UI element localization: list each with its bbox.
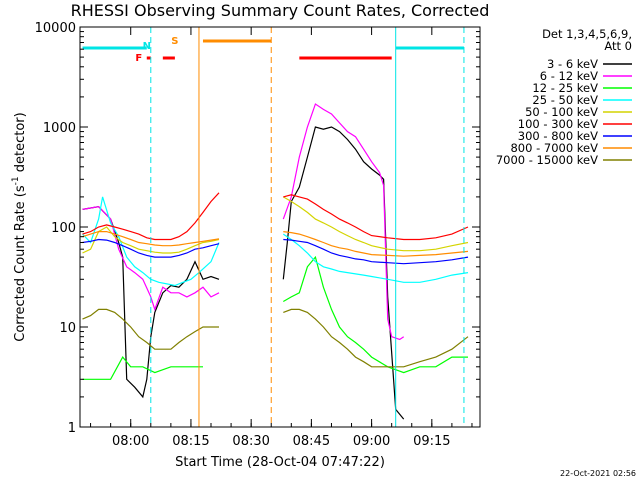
y-axis-ticks: 1 10 100 1000 10000 (35, 21, 480, 436)
series-line-3-seg-0 (82, 196, 220, 287)
series-line-2-seg-1 (283, 255, 468, 374)
flag-S: S (171, 36, 178, 47)
x-axis-ticks: 08:00 08:15 08:30 08:45 09:00 09:15 (90, 27, 473, 449)
flag-F: F (135, 53, 142, 64)
y-tick-label-3: 1000 (43, 121, 76, 136)
series-line-0-seg-0 (82, 205, 220, 399)
series-line-1-seg-1 (282, 103, 405, 341)
series-line-7-seg-0 (82, 231, 220, 247)
flag-N: N (143, 41, 151, 52)
series-line-6-seg-0 (82, 238, 220, 258)
chart-title: RHESSI Observing Summary Count Rates, Co… (71, 1, 490, 20)
x-tick-label-5: 09:15 (413, 434, 450, 449)
legend-label-8: 7000 - 15000 keV (496, 153, 598, 167)
legend-detectors: Det 1,3,4,5,6,9, (542, 27, 632, 41)
x-tick-label-4: 09:00 (353, 434, 390, 449)
series-line-2-seg-0 (82, 356, 203, 380)
legend-label-1: 6 - 12 keV (540, 69, 598, 83)
time-markers (150, 27, 465, 427)
x-tick-label-1: 08:15 (172, 434, 209, 449)
legend-attenuator: Att 0 (604, 39, 632, 53)
x-tick-label-3: 08:45 (293, 434, 330, 449)
y-tick-label-0: 1 (68, 421, 76, 436)
series-line-3-seg-1 (282, 233, 469, 283)
legend-label-7: 800 - 7000 keV (510, 141, 598, 155)
series-group (82, 103, 469, 420)
y-tick-label-4: 10000 (35, 21, 76, 36)
series-line-7-seg-1 (283, 231, 469, 257)
x-axis-label: Start Time (28-Oct-04 07:47:22) (175, 455, 385, 470)
series-line-8-seg-1 (283, 308, 469, 368)
legend-label-3: 25 - 50 keV (532, 93, 598, 107)
x-tick-label-2: 08:30 (232, 434, 269, 449)
legend-label-0: 3 - 6 keV (547, 57, 598, 71)
observing-bands: NF S (82, 36, 464, 64)
y-tick-label-2: 100 (51, 221, 76, 236)
y-axis-label: Corrected Count Rate (s-1 detector) (11, 112, 28, 341)
legend-label-4: 50 - 100 keV (525, 105, 598, 119)
series-line-4-seg-1 (283, 196, 469, 252)
series-line-1-seg-0 (82, 205, 220, 312)
legend-label-2: 12 - 25 keV (532, 81, 598, 95)
legend-label-6: 300 - 800 keV (518, 129, 598, 143)
y-tick-label-1: 10 (59, 321, 76, 336)
series-line-6-seg-1 (283, 238, 469, 265)
legend-label-5: 100 - 300 keV (518, 117, 598, 131)
x-tick-label-0: 08:00 (112, 434, 149, 449)
timestamp: 22-Oct-2021 02:56 (560, 469, 636, 478)
series-line-8-seg-0 (82, 308, 219, 350)
series-line-5-seg-1 (283, 194, 469, 241)
